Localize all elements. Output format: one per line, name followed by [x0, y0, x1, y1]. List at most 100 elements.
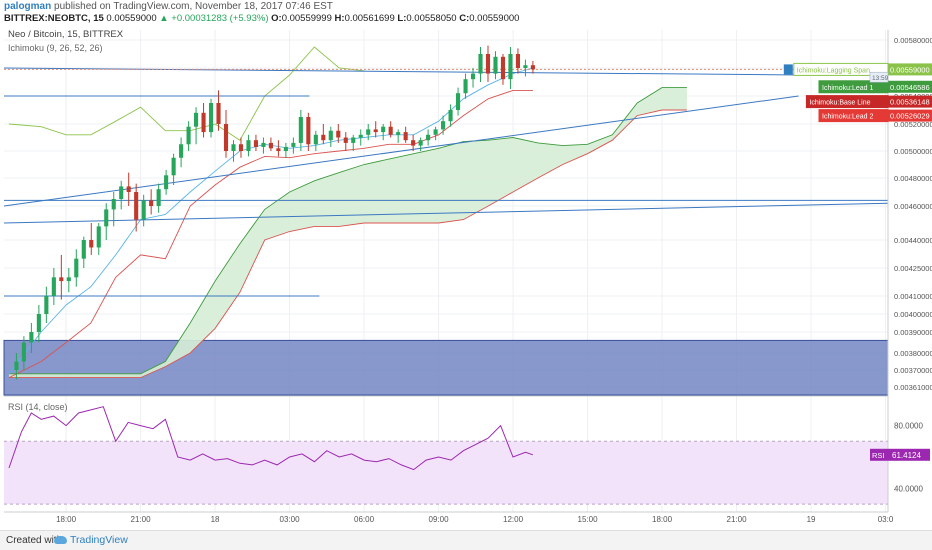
candle-body: [493, 56, 498, 74]
ichimoku-value-text: 0.00546586: [890, 83, 930, 92]
time-tick-label: 21:00: [727, 515, 748, 524]
candle-body: [51, 277, 56, 296]
candle-body: [313, 134, 318, 145]
candle-body: [508, 54, 513, 80]
ichimoku-label-text: Ichimoku:Lagging Span: [797, 67, 870, 74]
author-link[interactable]: palogman: [4, 1, 52, 12]
ichimoku-label-text: Ichimoku:Lead 2: [822, 114, 873, 121]
trend-line: [3, 202, 889, 224]
chart-area[interactable]: 80.000040.00000.005800000.005600000.0054…: [0, 26, 932, 530]
price-tick-label: 0.00480000: [894, 174, 932, 183]
lead2-line: [9, 109, 687, 379]
candle-body: [74, 258, 79, 278]
candle-body: [321, 134, 326, 141]
candle-body: [164, 175, 169, 190]
open-value: 0.00559999: [281, 13, 332, 24]
candle-body: [268, 142, 273, 149]
candle-body: [21, 342, 26, 362]
ichimoku-label-text: Ichimoku:Lead 1: [822, 85, 873, 92]
lagging-span-line: [8, 46, 365, 141]
ichimoku-title: Ichimoku (9, 26, 52, 26): [8, 43, 103, 53]
candle-body: [403, 132, 408, 141]
tradingview-logo[interactable]: TradingView: [54, 534, 128, 546]
price-tick-label: 0.00361000: [894, 383, 932, 392]
ichimoku-value-tag: [888, 80, 932, 93]
candle-body: [216, 103, 221, 124]
time-tick-label: 15:00: [578, 515, 599, 524]
candle-body: [426, 134, 431, 141]
candle-body: [59, 277, 64, 282]
price-tick-label: 0.00460000: [894, 202, 932, 211]
candle-body: [373, 129, 378, 133]
ichimoku-value-text: 0.00526029: [890, 112, 930, 121]
candle-body: [388, 126, 393, 135]
candle-body: [418, 140, 423, 146]
low-label: L:: [397, 13, 407, 24]
candle-body: [81, 240, 86, 259]
open-label: O:: [271, 13, 282, 24]
candle-body: [343, 137, 348, 143]
candle-body: [500, 56, 506, 80]
time-tick-label: 19: [807, 515, 816, 524]
tradingview-brand: TradingView: [70, 534, 128, 546]
ichimoku-value-tag: [888, 95, 932, 108]
candle-body: [485, 54, 491, 74]
rsi-value-text: 61.4124: [892, 451, 921, 460]
rsi-label-tag: [870, 448, 888, 461]
candle-body: [448, 110, 453, 122]
candle-body: [530, 65, 535, 70]
price-tick-label: 0.00500000: [894, 147, 932, 156]
candle-body: [441, 121, 446, 130]
price-tick-label: 0.00580000: [894, 36, 932, 45]
last-price: 0.00559000: [106, 13, 157, 24]
chart-svg[interactable]: 80.000040.00000.005800000.005600000.0054…: [0, 26, 932, 530]
cloud-icon: [54, 536, 67, 545]
candle-body: [194, 112, 199, 127]
scale-marker-icon: [783, 64, 793, 75]
time-tick-label: 09:00: [429, 515, 450, 524]
close-value: 0.00559000: [469, 13, 520, 24]
candle-body: [351, 137, 356, 143]
candle-body: [186, 126, 191, 145]
countdown-text: 13:59: [872, 75, 889, 82]
candle-body: [433, 129, 438, 135]
symbol-label: BITTREX:NEOBTC, 15: [4, 13, 104, 24]
price-tick-label: 0.00380000: [894, 349, 932, 358]
countdown-tag: [869, 71, 889, 83]
lead1-line: [9, 87, 687, 375]
candle-body: [171, 157, 176, 176]
candle-body: [276, 148, 281, 151]
price-tick-label: 0.00370000: [894, 366, 932, 375]
candle-body: [470, 73, 476, 80]
rsi-value-tag: [888, 448, 930, 461]
ichimoku-label-text: Ichimoku:Base Line: [809, 100, 870, 107]
price-tick-label: 0.00410000: [894, 292, 932, 301]
price-tick-label: 0.00440000: [894, 236, 932, 245]
candle-body: [111, 199, 116, 210]
candle-body: [336, 130, 341, 138]
candle-body: [261, 142, 266, 147]
ichimoku-value-text: 0.00536148: [890, 98, 930, 107]
price-tick-label: 0.00425000: [894, 264, 932, 273]
high-label: H:: [334, 13, 345, 24]
time-tick-label: 03:00: [280, 515, 301, 524]
candle-body: [36, 314, 41, 332]
created-with-text: Created with: [6, 535, 63, 546]
candle-body: [306, 117, 311, 145]
candle-body: [223, 124, 229, 151]
candle-body: [156, 189, 161, 206]
support-zone: [3, 339, 889, 396]
rsi-label-text: RSI: [872, 451, 885, 460]
candle-body: [246, 140, 251, 151]
candle-body: [141, 200, 146, 220]
time-tick-label: 18:00: [652, 515, 673, 524]
candle-body: [14, 361, 19, 370]
time-tick-label: 21:00: [131, 515, 152, 524]
candle-body: [358, 134, 363, 138]
price-change: ▲ +0.00031283 (+5.93%): [159, 13, 269, 24]
ichimoku-value-tag: [888, 63, 932, 76]
price-tick-label: 0.00520000: [894, 120, 932, 129]
chart-title: Neo / Bitcoin, 15, BITTREX: [8, 29, 124, 40]
candle-body: [89, 240, 94, 248]
candle-body: [328, 130, 333, 141]
